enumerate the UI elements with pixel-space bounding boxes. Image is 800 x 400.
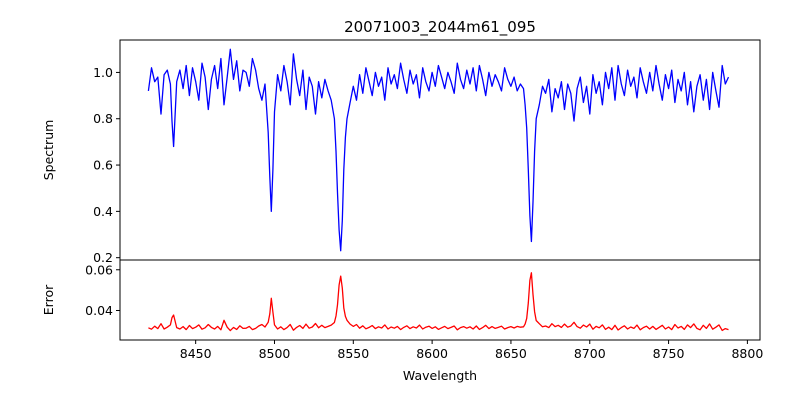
x-axis: 8450 8500 8550 8600 8650 8700 8750 8800 xyxy=(180,340,763,361)
y-tick-label: 0.6 xyxy=(93,158,113,173)
error-axes-frame xyxy=(119,259,761,341)
y-tick-label: 0.06 xyxy=(85,262,113,277)
error-line xyxy=(148,272,729,332)
y-tick-label: 0.4 xyxy=(93,204,113,219)
x-axis-label: Wavelength xyxy=(403,368,477,383)
error-y-axis: 0.04 0.06 xyxy=(85,262,120,318)
spectrum-ylabel: Spectrum xyxy=(41,120,56,181)
y-tick-label: 0.2 xyxy=(93,250,113,265)
y-tick-label: 0.8 xyxy=(93,111,113,126)
spectrum-panel: 0.2 0.4 0.6 0.8 1.0 Spectrum xyxy=(41,39,761,265)
error-panel: 0.04 0.06 Error xyxy=(41,259,761,341)
x-tick-label: 8550 xyxy=(337,346,369,361)
spectrum-line xyxy=(147,48,730,252)
y-tick-label: 1.0 xyxy=(93,65,113,80)
x-tick-label: 8650 xyxy=(495,346,527,361)
x-tick-label: 8800 xyxy=(731,346,763,361)
x-tick-label: 8700 xyxy=(574,346,606,361)
error-ylabel: Error xyxy=(41,284,56,315)
y-tick-label: 0.04 xyxy=(85,303,113,318)
x-tick-label: 8600 xyxy=(416,346,448,361)
x-tick-label: 8500 xyxy=(259,346,291,361)
x-tick-label: 8750 xyxy=(653,346,685,361)
spectrum-y-axis: 0.2 0.4 0.6 0.8 1.0 xyxy=(93,65,120,265)
chart-title: 20071003_2044m61_095 xyxy=(344,18,536,37)
x-tick-label: 8450 xyxy=(180,346,212,361)
